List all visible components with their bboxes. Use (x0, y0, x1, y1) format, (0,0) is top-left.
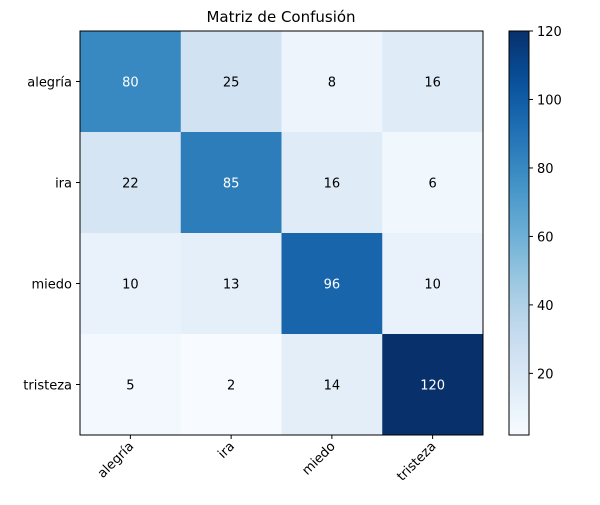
cell-value-label: 25 (223, 76, 240, 91)
plot-frame (79, 30, 484, 436)
heatmap-cell (180, 31, 282, 133)
cell-value-label: 10 (122, 278, 139, 293)
heatmap-cell (281, 334, 383, 436)
cell-value-label: 14 (324, 379, 341, 394)
heatmap-cell (382, 31, 484, 133)
heatmap-cell (80, 132, 182, 234)
colorbar-tick-label: 40 (537, 299, 554, 314)
heatmap-cell (80, 334, 182, 436)
colorbar-gradient (508, 30, 530, 436)
x-tick-label: tristeza (394, 439, 439, 484)
cell-value-label: 120 (420, 379, 445, 394)
heatmap-cell (80, 31, 182, 133)
y-tick-label: ira (55, 177, 72, 192)
cell-value-label: 2 (227, 379, 235, 394)
heatmap-cell-labels: 80 25 8 16 22 85 16 6 10 13 96 10 5 2 14 120 (122, 76, 445, 394)
heatmap-cell (281, 233, 383, 335)
cell-value-label: 10 (424, 278, 441, 293)
cell-value-label: 96 (324, 278, 341, 293)
colorbar-tick-label: 120 (537, 25, 562, 40)
heatmap-cell (80, 233, 182, 335)
heatmap-cell (281, 31, 383, 133)
cell-value-label: 80 (122, 76, 139, 91)
chart-title: Matriz de Confusión (206, 8, 355, 26)
x-tick-label: alegría (95, 439, 137, 481)
cell-value-label: 16 (424, 76, 441, 91)
cell-value-label: 16 (324, 177, 341, 192)
heatmap-cell (180, 334, 282, 436)
heatmap-cell (180, 132, 282, 234)
heatmap-cell (382, 334, 484, 436)
cell-value-label: 22 (122, 177, 139, 192)
x-tick-label: ira (215, 439, 238, 462)
colorbar-tick-label: 80 (537, 162, 554, 177)
cell-value-label: 8 (328, 76, 336, 91)
y-axis: alegría ira miedo tristeza (23, 76, 80, 394)
x-tick-label: miedo (299, 439, 338, 478)
colorbar-tick-label: 60 (537, 230, 554, 245)
y-tick-label: alegría (27, 76, 72, 91)
colorbar-tick-label: 100 (537, 93, 562, 108)
heatmap-cell (382, 132, 484, 234)
x-axis: alegría ira miedo tristeza (95, 435, 439, 484)
heatmap-cell (180, 233, 282, 335)
cell-value-label: 6 (428, 177, 436, 192)
colorbar: 20 40 60 80 100 120 (508, 25, 562, 436)
cell-value-label: 13 (223, 278, 240, 293)
cell-value-label: 85 (223, 177, 240, 192)
colorbar-tick-label: 20 (537, 367, 554, 382)
heatmap-cells (80, 31, 484, 436)
y-tick-label: tristeza (23, 379, 72, 394)
cell-value-label: 5 (126, 379, 134, 394)
colorbar-ticks: 20 40 60 80 100 120 (529, 25, 562, 382)
heatmap-cell (382, 233, 484, 335)
heatmap-cell (281, 132, 383, 234)
y-tick-label: miedo (32, 278, 73, 293)
